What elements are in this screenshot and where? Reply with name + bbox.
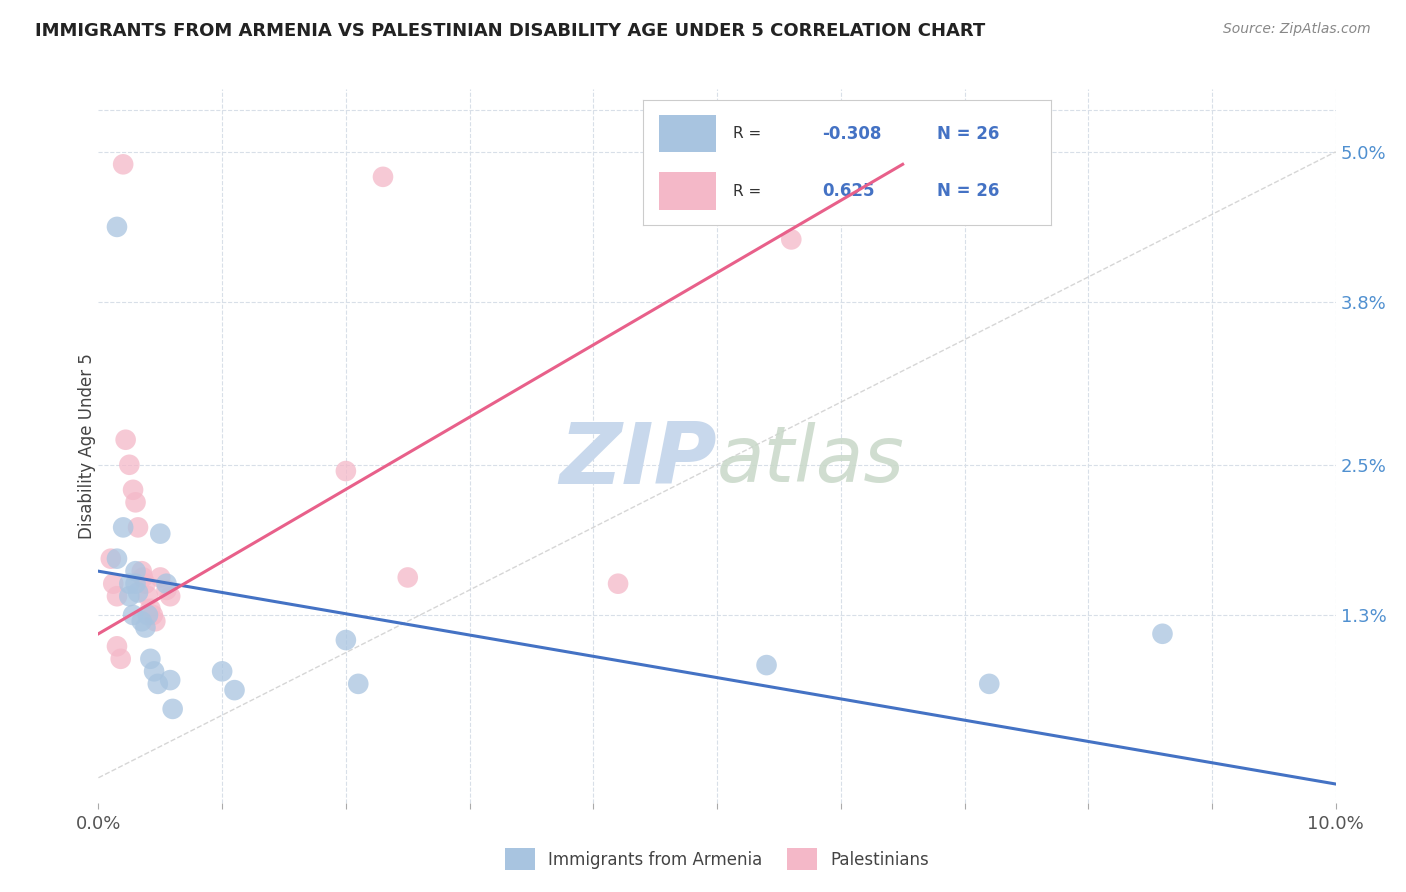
Point <box>139 652 162 666</box>
Point <box>136 607 159 622</box>
Point <box>112 520 135 534</box>
Point <box>755 658 778 673</box>
Point <box>122 607 145 622</box>
Point <box>127 585 149 599</box>
Y-axis label: Disability Age Under 5: Disability Age Under 5 <box>79 353 96 539</box>
Legend: Immigrants from Armenia, Palestinians: Immigrants from Armenia, Palestinians <box>498 842 936 877</box>
Point <box>371 169 394 184</box>
Point <box>134 576 156 591</box>
Point <box>979 677 1001 691</box>
Point <box>112 157 135 171</box>
Point <box>335 464 357 478</box>
Point <box>347 677 370 691</box>
Point <box>149 526 172 541</box>
Point <box>103 576 125 591</box>
Point <box>131 564 153 578</box>
Point <box>139 601 162 615</box>
Point <box>396 570 419 584</box>
Point <box>143 614 166 628</box>
Point <box>131 614 153 628</box>
Point <box>146 677 169 691</box>
Point <box>118 576 141 591</box>
Point <box>162 702 184 716</box>
Point <box>105 640 128 654</box>
Point <box>114 433 136 447</box>
Point <box>136 589 159 603</box>
Point <box>142 607 165 622</box>
Point <box>100 551 122 566</box>
Text: Source: ZipAtlas.com: Source: ZipAtlas.com <box>1223 22 1371 37</box>
Point <box>224 683 246 698</box>
Point <box>122 483 145 497</box>
Point <box>780 232 803 246</box>
Point <box>105 589 128 603</box>
Point <box>127 520 149 534</box>
Point <box>159 589 181 603</box>
Text: ZIP: ZIP <box>560 418 717 502</box>
Point <box>143 665 166 679</box>
Point <box>149 570 172 584</box>
Point <box>211 665 233 679</box>
Point <box>335 633 357 648</box>
Point <box>124 495 146 509</box>
Point <box>134 621 156 635</box>
Point <box>124 564 146 578</box>
Point <box>124 576 146 591</box>
Text: IMMIGRANTS FROM ARMENIA VS PALESTINIAN DISABILITY AGE UNDER 5 CORRELATION CHART: IMMIGRANTS FROM ARMENIA VS PALESTINIAN D… <box>35 22 986 40</box>
Point <box>159 673 181 687</box>
Point <box>110 652 132 666</box>
Point <box>607 576 630 591</box>
Point <box>155 582 177 597</box>
Text: atlas: atlas <box>717 422 905 499</box>
Point <box>118 458 141 472</box>
Point <box>105 219 128 234</box>
Point <box>118 589 141 603</box>
Point <box>155 576 177 591</box>
Point <box>1152 627 1174 641</box>
Point <box>132 570 155 584</box>
Point <box>105 551 128 566</box>
